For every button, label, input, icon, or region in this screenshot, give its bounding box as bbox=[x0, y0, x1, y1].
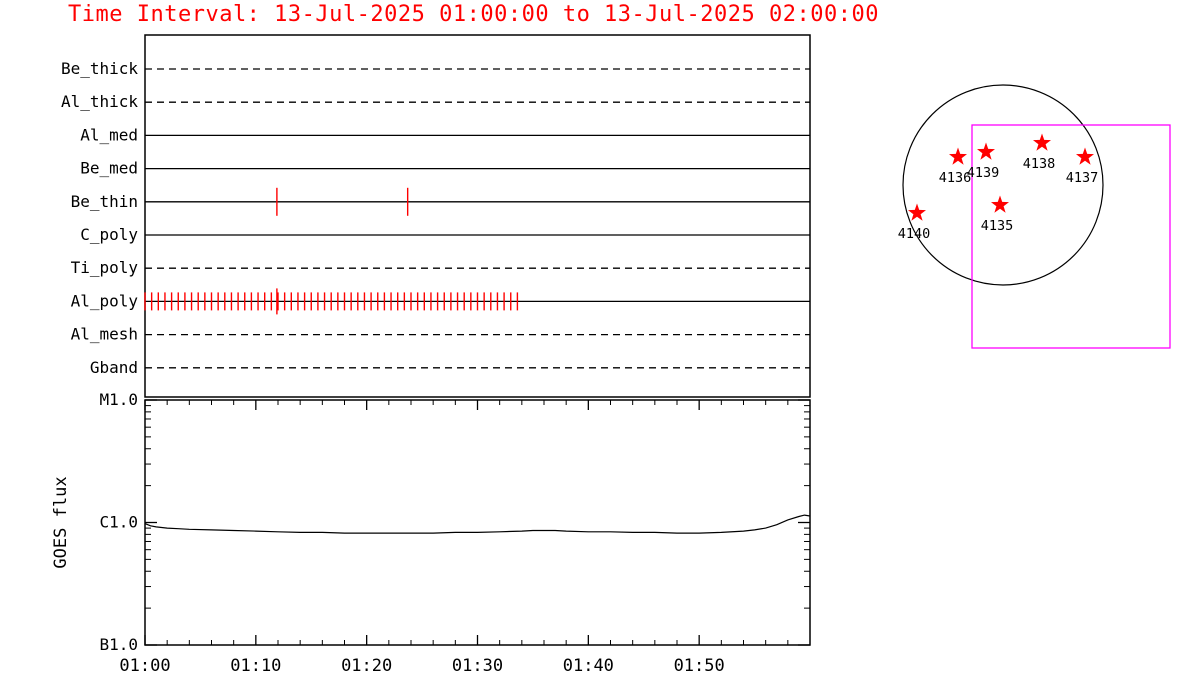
x-tick-label-01:00: 01:00 bbox=[119, 656, 170, 676]
y-tick-label-C1.0: C1.0 bbox=[99, 513, 138, 532]
x-tick-label-01:40: 01:40 bbox=[563, 656, 614, 676]
channel-label-Be_med: Be_med bbox=[80, 159, 138, 178]
filter-panel-frame bbox=[144, 34, 811, 398]
active-region-label-4138: 4138 bbox=[1023, 156, 1056, 172]
x-tick-label-01:30: 01:30 bbox=[452, 656, 503, 676]
channel-label-Al_med: Al_med bbox=[80, 125, 138, 144]
channel-label-Ti_poly: Ti_poly bbox=[71, 258, 139, 277]
x-tick-label-01:50: 01:50 bbox=[674, 656, 725, 676]
channel-label-Al_poly: Al_poly bbox=[71, 291, 139, 310]
xrt-fov-box bbox=[971, 124, 1171, 349]
goes-panel-frame bbox=[144, 399, 811, 646]
time-interval-title: Time Interval: 13-Jul-2025 01:00:00 to 1… bbox=[68, 2, 879, 27]
active-region-label-4139: 4139 bbox=[967, 165, 1000, 181]
goes-flux-axis-label: GOES flux bbox=[51, 476, 71, 568]
channel-label-Be_thin: Be_thin bbox=[71, 192, 138, 211]
channel-label-C_poly: C_poly bbox=[80, 225, 138, 244]
channel-label-Al_mesh: Al_mesh bbox=[71, 325, 138, 344]
active-region-marker-4136 bbox=[949, 147, 967, 165]
channel-label-Al_thick: Al_thick bbox=[61, 92, 138, 111]
goes-flux-curve bbox=[144, 514, 811, 534]
active-region-marker-4139 bbox=[977, 142, 995, 160]
active-region-label-4140: 4140 bbox=[898, 226, 931, 242]
solar-disk bbox=[902, 84, 1104, 286]
x-tick-label-01:20: 01:20 bbox=[341, 656, 392, 676]
active-region-label-4135: 4135 bbox=[981, 218, 1014, 234]
channel-label-Gband: Gband bbox=[90, 358, 138, 377]
active-region-marker-4138 bbox=[1033, 133, 1051, 151]
active-region-label-4136: 4136 bbox=[939, 170, 972, 186]
y-tick-label-B1.0: B1.0 bbox=[99, 635, 138, 654]
y-tick-label-M1.0: M1.0 bbox=[99, 390, 138, 409]
active-region-label-4137: 4137 bbox=[1066, 170, 1099, 186]
active-region-marker-4137 bbox=[1076, 147, 1094, 165]
x-tick-label-01:10: 01:10 bbox=[230, 656, 281, 676]
active-region-marker-4140 bbox=[908, 203, 926, 221]
active-region-marker-4135 bbox=[991, 195, 1009, 213]
channel-label-Be_thick: Be_thick bbox=[61, 59, 138, 78]
